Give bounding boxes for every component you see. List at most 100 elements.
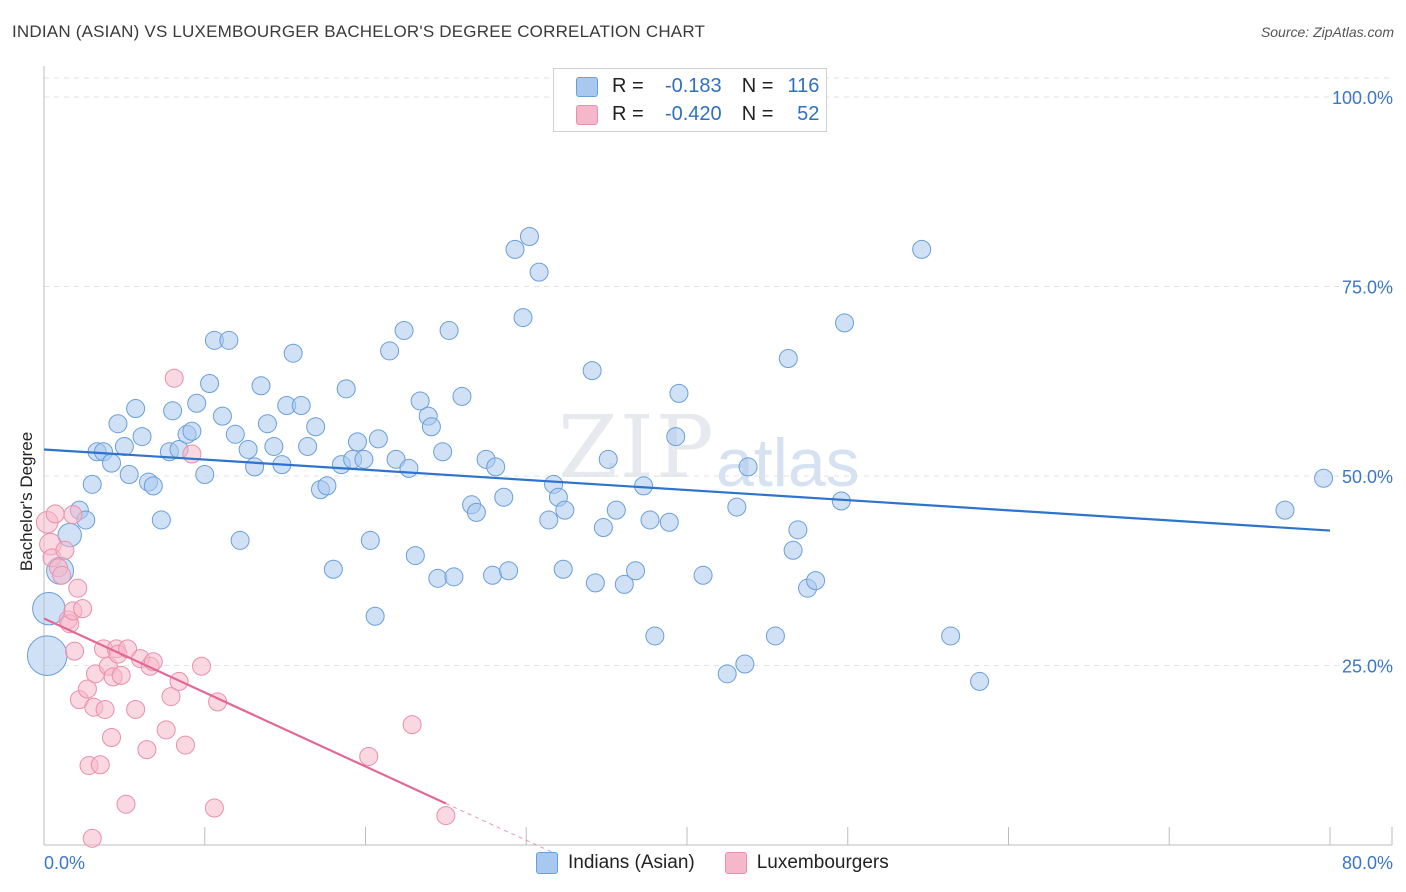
point-indians [912,239,932,259]
point-luxembourgers [65,641,85,661]
x-tick-label-right: 80.0% [1342,853,1393,873]
series-legend-swatch-luxembourgers [724,852,747,874]
point-indians [539,510,559,530]
point-luxembourgers [77,679,97,699]
point-indians [212,406,232,426]
point-luxembourgers [402,715,422,735]
point-indians [614,574,634,594]
point-indians [466,502,486,522]
point-luxembourgers [95,699,115,719]
point-indians [666,427,686,447]
point-indians [513,308,533,328]
point-indians [187,393,207,413]
point-indians [553,559,573,579]
legend-r-label: R = [612,103,644,125]
point-indians [264,436,284,456]
x-tick-label-left: 0.0% [44,853,85,873]
point-indians [283,343,303,363]
point-indians [593,518,613,538]
point-luxembourgers [73,599,93,619]
series-legend-label-luxembourgers: Luxembourgers [756,852,889,873]
point-indians [354,449,374,469]
point-indians [251,376,271,396]
point-indians [386,449,406,469]
point-indians [439,320,459,340]
point-indians [645,626,665,646]
point-indians [444,567,464,587]
point-indians [433,442,453,462]
point-indians [298,436,318,456]
point-indians [428,568,448,588]
point-indians [640,510,660,530]
point-indians [368,429,388,449]
point-indians [529,262,549,282]
y-tick-label: 25.0% [1342,657,1393,677]
point-luxembourgers [52,565,72,585]
point-luxembourgers [111,665,131,685]
point-indians [143,476,163,496]
point-indians [486,457,506,477]
point-indians [806,571,826,591]
point-indians [494,487,514,507]
trendline-indians [43,448,1331,532]
point-indians [114,436,134,456]
legend-row-luxembourgers: R = -0.420 N = 52 [576,103,819,126]
point-indians [482,565,502,585]
point-luxembourgers [55,540,75,560]
point-indians [598,449,618,469]
point-indians [693,565,713,585]
legend-n-value: 116 [787,75,820,97]
point-indians [735,654,755,674]
point-luxembourgers [68,578,88,598]
point-indians [399,458,419,478]
point-indians [225,424,245,444]
point-luxembourgers [175,735,195,755]
point-indians [347,432,367,452]
point-indians [119,464,139,484]
point-luxembourgers [45,504,65,524]
point-indians [585,573,605,593]
point-luxembourgers [182,444,202,464]
point-indians [835,313,855,333]
point-luxembourgers [164,368,184,388]
point-indians [245,457,265,477]
point-luxembourgers [90,755,110,775]
legend-n-label: N = [741,103,774,125]
point-indians [452,386,472,406]
point-indians [151,510,171,530]
point-luxembourgers [192,656,212,676]
point-indians [132,427,152,447]
point-indians [163,401,183,421]
legend-r-value: -0.183 [664,75,722,97]
point-indians [405,546,425,566]
legend-r-label: R = [612,75,644,97]
y-axis-title: Bachelor's Degree [17,432,36,571]
point-indians [669,383,689,403]
point-indians [499,561,519,581]
point-luxembourgers [204,798,224,818]
point-luxembourgers [63,505,83,525]
point-indians [26,635,68,676]
point-indians [182,421,202,441]
series-legend-swatch-indians [536,852,558,874]
series-legend: Indians (Asian) Luxembourgers [536,852,889,874]
legend-swatch-indians [576,76,598,97]
point-indians [505,239,525,259]
point-indians [659,512,679,532]
point-indians [195,464,215,484]
point-luxembourgers [359,746,379,766]
correlation-legend: R = -0.183 N = 116 R = -0.420 N = 52 [553,68,827,132]
point-indians [783,540,803,560]
point-luxembourgers [436,806,456,826]
y-tick-label: 100.0% [1332,88,1393,108]
point-indians [519,226,539,246]
point-indians [778,349,798,369]
point-indians [380,341,400,361]
point-indians [788,520,808,540]
point-indians [365,606,385,626]
point-indians [555,500,575,520]
point-luxembourgers [126,699,146,719]
point-indians [582,361,602,381]
point-indians [323,559,343,579]
point-indians [1314,468,1334,488]
